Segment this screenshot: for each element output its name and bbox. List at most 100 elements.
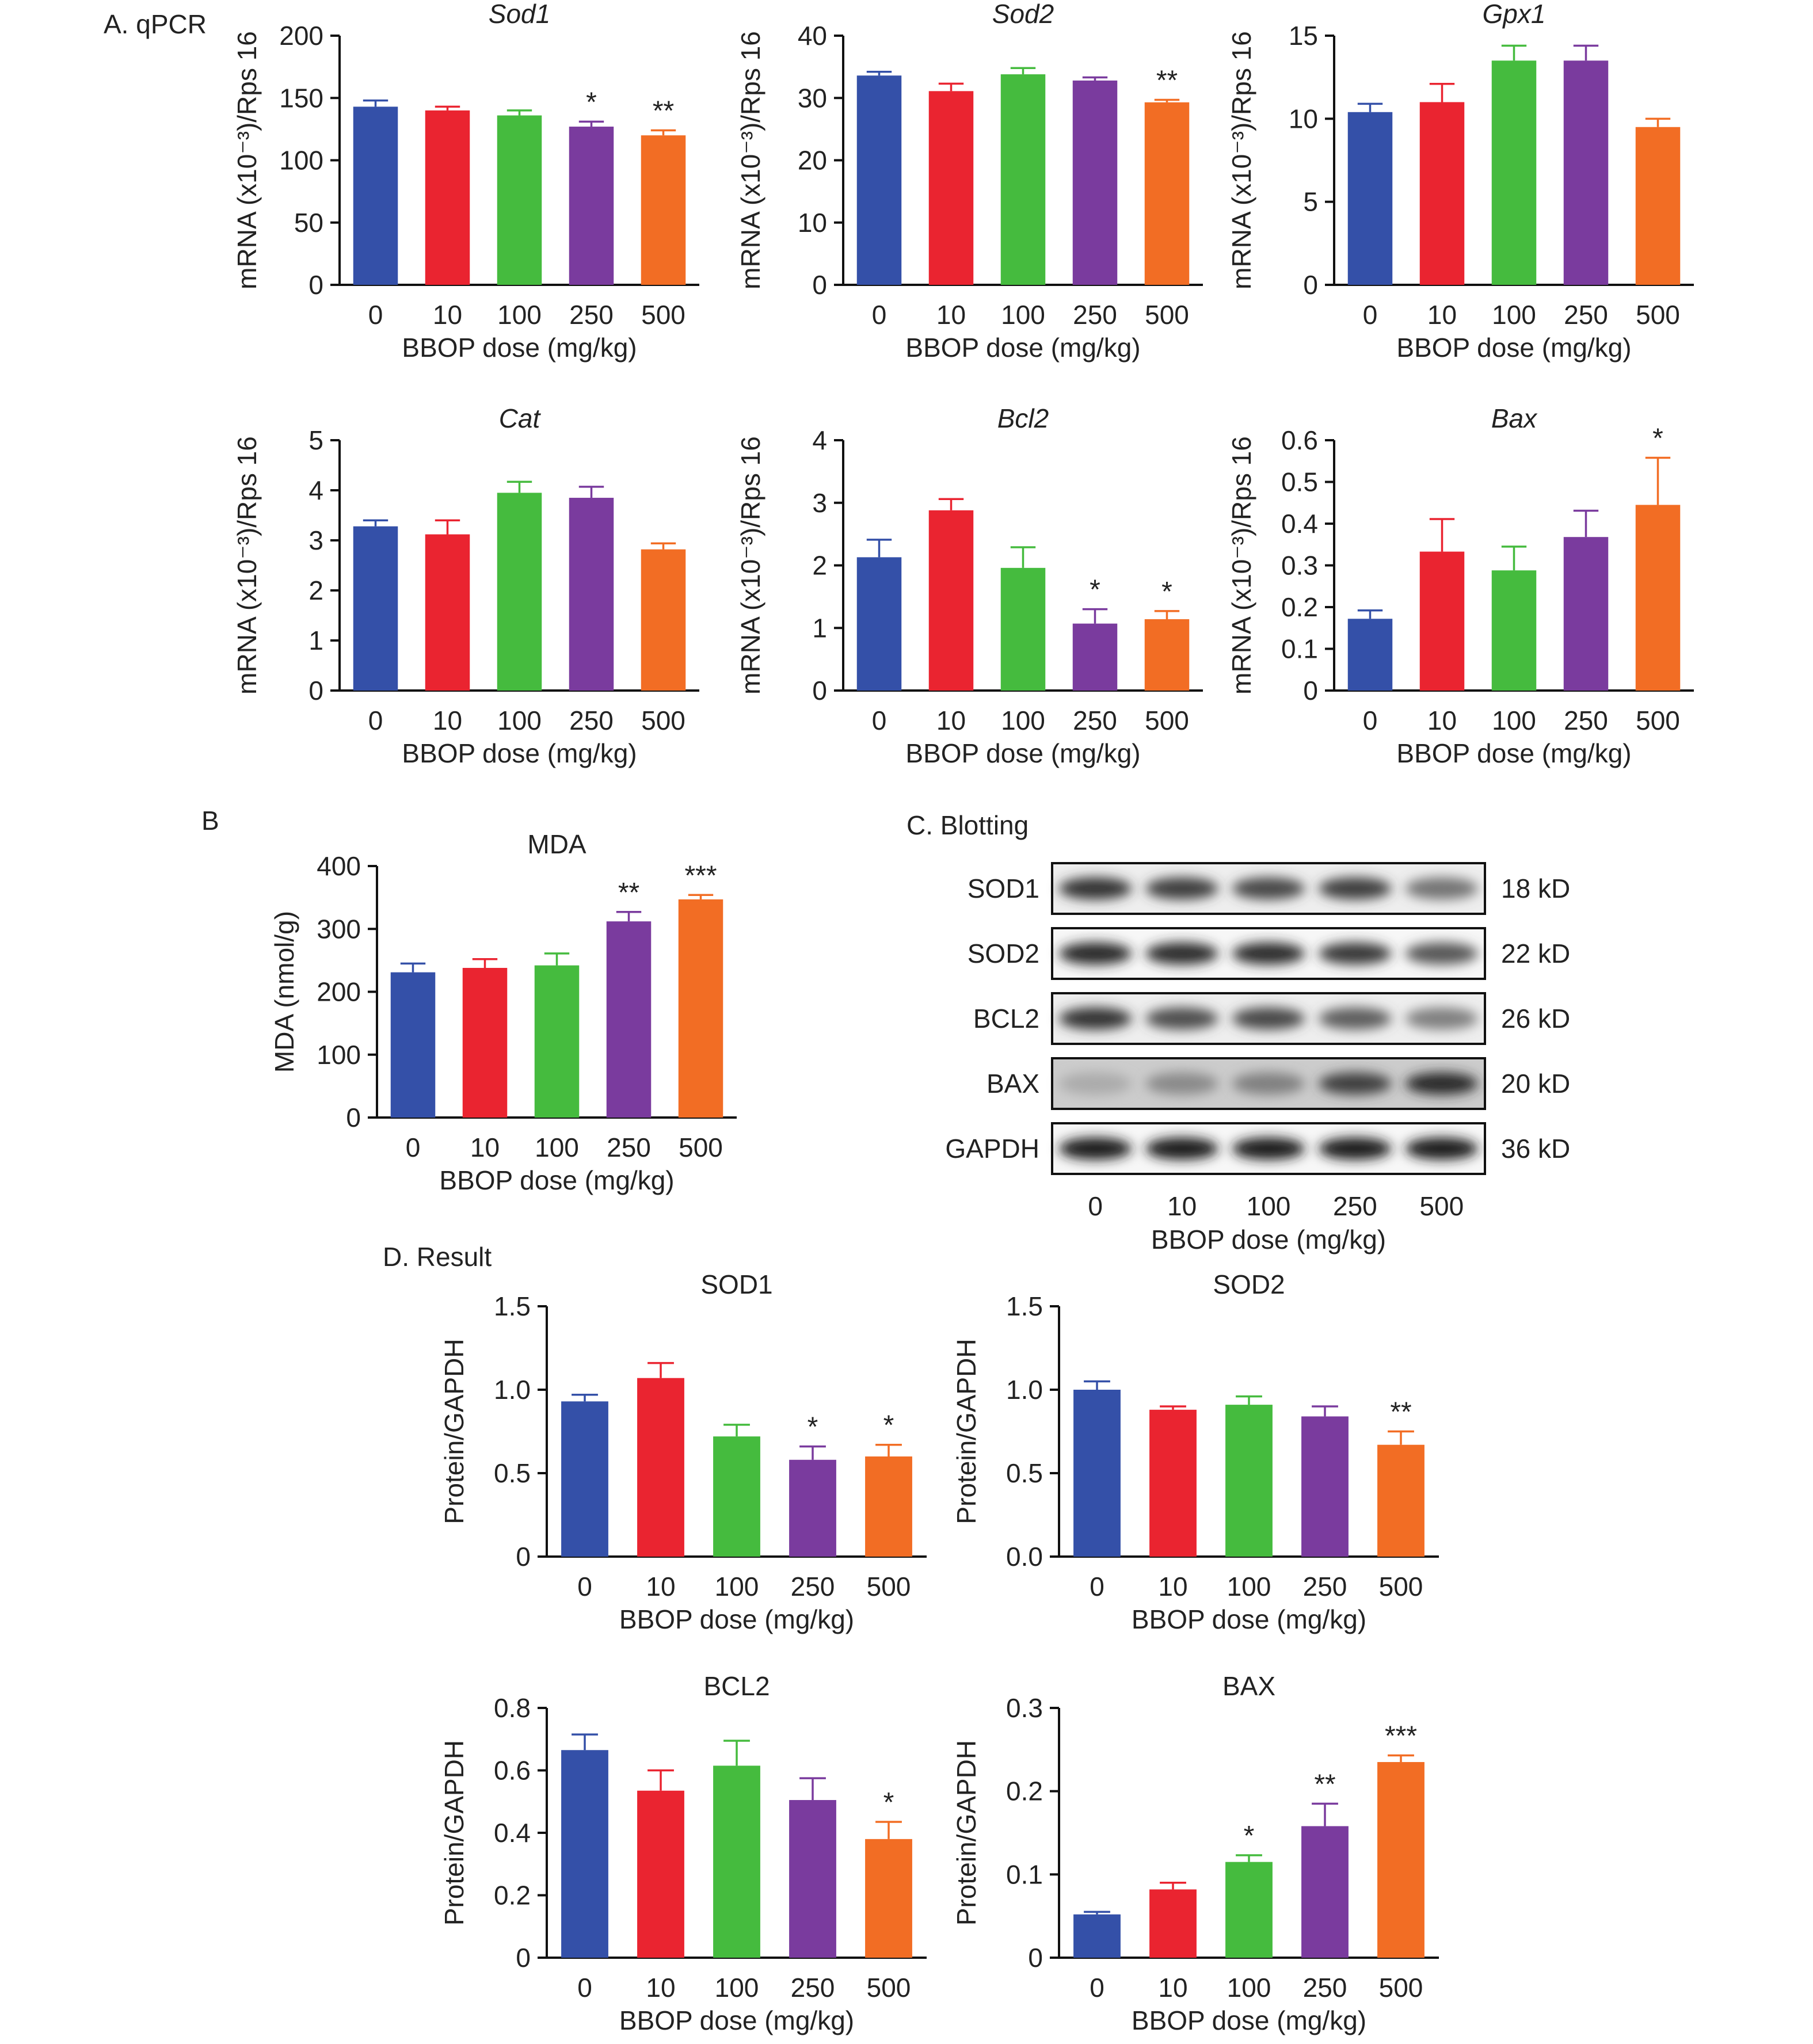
x-tick-label: 10 [470, 1132, 500, 1162]
x-tick-label: 500 [641, 300, 685, 330]
y-tick-label: 300 [317, 914, 361, 944]
y-tick-label: 0.1 [1281, 634, 1318, 664]
bar-100 [713, 1436, 760, 1557]
gpx1-qpcr-chart: 0 5 10 15 0 10 100 250 500 Gpx1 BBOP dose (mg/kg) m… [1227, 0, 1694, 363]
y-tick-label: 0 [1028, 1943, 1043, 1973]
panel-label-b: B [201, 806, 219, 836]
bar-500 [1635, 505, 1681, 691]
blot-band [1319, 942, 1392, 965]
bar-250 [1301, 1826, 1349, 1958]
significance-marker: *** [684, 860, 717, 891]
bar-250 [1563, 537, 1609, 691]
bar-100 [1000, 74, 1046, 285]
bcl2-protein-chart: 0 0.2 0.4 0.6 0.8 0 10 100 250 500 * BCL2 BBOP dose … [439, 1671, 927, 2035]
y-axis-label: Protein/GAPDH [439, 1740, 469, 1925]
blot-strip-border [1051, 1122, 1486, 1175]
x-axis-label: BBOP dose (mg/kg) [1132, 1604, 1366, 1634]
blot-protein-label: SOD2 [968, 939, 1039, 968]
x-tick-label: 500 [1636, 300, 1680, 330]
chart-title: Gpx1 [1483, 0, 1546, 29]
x-axis-label: BBOP dose (mg/kg) [402, 333, 637, 363]
x-tick-label: 10 [1427, 300, 1457, 330]
y-tick-label: 0.1 [1006, 1859, 1043, 1889]
x-tick-label: 500 [867, 1572, 911, 1601]
chart-title: Sod2 [992, 0, 1054, 29]
bar-500 [1377, 1444, 1424, 1557]
x-tick-label: 0 [577, 1572, 592, 1601]
y-axis-label: mRNA (x10⁻³)/Rps 16 [1227, 31, 1256, 289]
bar-0 [1073, 1390, 1121, 1557]
x-tick-label: 250 [1303, 1572, 1347, 1601]
blot-strip-border [1051, 927, 1486, 980]
y-tick-label: 0 [812, 270, 827, 300]
bar-10 [637, 1378, 684, 1557]
x-tick-label: 0 [1363, 706, 1378, 735]
blot-protein-label: GAPDH [945, 1134, 1039, 1164]
x-tick-label: 100 [535, 1132, 579, 1162]
significance-marker: ** [653, 96, 674, 127]
x-tick-label: 500 [1636, 706, 1680, 735]
x-tick-label: 100 [1492, 300, 1536, 330]
y-axis-label: Protein/GAPDH [951, 1740, 981, 1925]
y-tick-label: 100 [279, 146, 323, 176]
y-tick-label: 5 [308, 425, 323, 455]
sod1-qpcr-chart: 0 50 100 150 200 0 10 100 250 * 500 ** Sod1 BBOP dose… [232, 0, 699, 363]
y-tick-label: 0.2 [494, 1881, 531, 1910]
x-tick-label: 100 [1492, 706, 1536, 735]
y-tick-label: 0 [516, 1542, 531, 1572]
y-tick-label: 0 [308, 270, 323, 300]
bar-500 [641, 135, 686, 285]
y-axis-label: mRNA (x10⁻³)/Rps 16 [736, 436, 765, 695]
significance-marker: ** [1390, 1397, 1411, 1428]
x-tick-label: 250 [1303, 1973, 1347, 2003]
chart-title: SOD1 [700, 1269, 772, 1299]
blot-protein-label: BCL2 [973, 1004, 1039, 1034]
x-tick-label: 10 [936, 706, 966, 735]
y-axis-label: mRNA (x10⁻³)/Rps 16 [1227, 436, 1256, 695]
significance-marker: * [1090, 575, 1100, 605]
bar-10 [637, 1790, 684, 1958]
blot-row-bax: BAX 20 kD [987, 1057, 1570, 1110]
bar-100 [1225, 1405, 1273, 1557]
panel-label-a: A. qPCR [104, 9, 207, 39]
y-tick-label: 200 [279, 21, 323, 51]
x-tick-label: 250 [791, 1572, 835, 1601]
bar-100 [497, 115, 542, 285]
x-tick-label: 0 [1090, 1973, 1104, 2003]
x-axis-label: BBOP dose (mg/kg) [402, 738, 637, 768]
western-blot: SOD1 18 kD SOD2 22 kD BCL2 26 kD BAX 20 kD GAPDH… [945, 862, 1570, 1254]
y-tick-label: 10 [798, 208, 827, 238]
bar-0 [1347, 112, 1393, 285]
blot-band [1319, 1007, 1392, 1030]
bar-250 [606, 921, 652, 1118]
x-tick-label: 0 [872, 706, 887, 735]
significance-marker: * [1244, 1821, 1255, 1851]
chart-title: Bcl2 [997, 403, 1049, 433]
x-axis-label: BBOP dose (mg/kg) [905, 333, 1140, 363]
x-axis-label: BBOP dose (mg/kg) [1396, 333, 1631, 363]
bax-protein-chart: 0 0.1 0.2 0.3 0 10 100 * 250 ** 500 *** BAX BBOP dose… [951, 1671, 1439, 2035]
panel-label-d: D. Result [383, 1242, 492, 1272]
bar-0 [856, 557, 902, 691]
blot-band [1145, 1007, 1218, 1030]
y-tick-label: 15 [1289, 21, 1318, 51]
cat-qpcr-chart: 0 1 2 3 4 5 0 10 100 250 500 Cat BBOP dose (mg/kg) mR… [232, 403, 699, 768]
x-tick-label: 250 [1073, 706, 1117, 735]
bar-250 [789, 1459, 836, 1557]
blot-band [1405, 877, 1478, 900]
blot-band [1232, 1137, 1305, 1160]
blot-band [1059, 1072, 1132, 1095]
bax-qpcr-chart: 0 0.1 0.2 0.3 0.4 0.5 0.6 0 10 100 250 500 * Bax BBOP … [1227, 403, 1694, 768]
y-tick-label: 20 [798, 146, 827, 176]
bar-250 [1072, 80, 1118, 285]
bar-250 [1072, 623, 1118, 691]
bar-500 [865, 1456, 912, 1557]
significance-marker: ** [618, 878, 639, 908]
bar-0 [561, 1750, 608, 1958]
bar-100 [1491, 60, 1537, 285]
y-tick-label: 0.5 [1281, 467, 1318, 497]
y-tick-label: 400 [317, 851, 361, 881]
bar-250 [569, 127, 614, 285]
y-tick-label: 1.5 [494, 1291, 531, 1321]
chart-title: SOD2 [1213, 1269, 1285, 1299]
